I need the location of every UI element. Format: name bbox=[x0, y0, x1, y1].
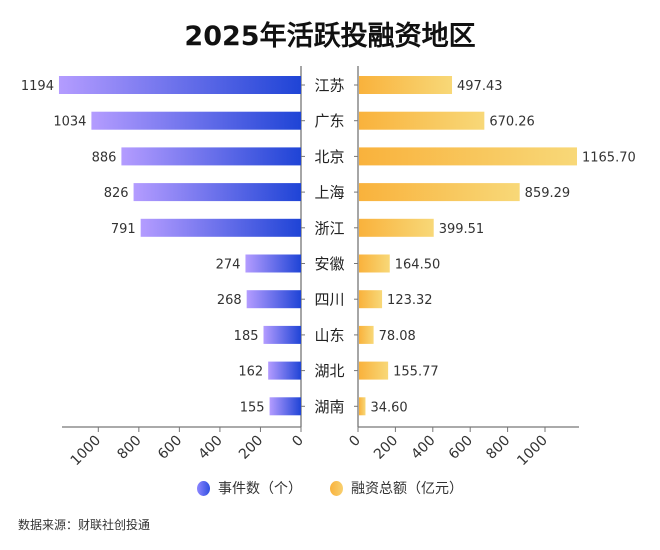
category-label: 浙江 bbox=[314, 219, 344, 237]
left-tick-label: 400 bbox=[196, 433, 226, 463]
category-label: 北京 bbox=[314, 148, 344, 166]
data-label-amount: 1165.70 bbox=[582, 150, 636, 165]
category-label: 江苏 bbox=[314, 77, 344, 95]
data-label-events: 826 bbox=[104, 186, 129, 201]
category-label: 湖北 bbox=[314, 362, 344, 380]
left-tick-label: 0 bbox=[289, 433, 307, 451]
legend-label-events: 事件数（个） bbox=[218, 481, 302, 497]
category-label: 上海 bbox=[314, 184, 344, 202]
data-label-amount: 78.08 bbox=[379, 329, 416, 344]
right-tick-label: 200 bbox=[371, 433, 401, 463]
legend-dot-amount-icon bbox=[330, 480, 343, 496]
data-label-events: 268 bbox=[217, 293, 242, 308]
bar-amount-4[interactable] bbox=[359, 218, 434, 237]
bar-amount-5[interactable] bbox=[359, 254, 390, 273]
data-label-events: 886 bbox=[92, 150, 117, 165]
bar-events-7[interactable] bbox=[263, 325, 301, 344]
right-tick-label: 600 bbox=[446, 433, 476, 463]
data-label-amount: 164.50 bbox=[395, 258, 441, 273]
chart-title: 2025年活跃投融资地区 bbox=[184, 21, 476, 52]
legend-label-amount: 融资总额（亿元） bbox=[351, 481, 463, 497]
data-label-events: 185 bbox=[234, 329, 259, 344]
data-label-amount: 34.60 bbox=[370, 400, 407, 415]
butterfly-chart: 江苏 1194 497.43 广东 1034 670.26 北京 886 1165.70 上海 82… bbox=[21, 66, 636, 470]
left-tick-label: 800 bbox=[114, 433, 144, 463]
legend-dot-events-icon bbox=[197, 480, 210, 496]
bar-events-5[interactable] bbox=[245, 254, 301, 273]
data-label-events: 1034 bbox=[53, 115, 86, 130]
left-tick-label: 200 bbox=[236, 433, 266, 463]
right-tick-label: 800 bbox=[483, 433, 513, 463]
bar-amount-2[interactable] bbox=[359, 147, 577, 166]
bar-amount-1[interactable] bbox=[359, 111, 485, 130]
bar-amount-8[interactable] bbox=[359, 361, 389, 380]
data-label-events: 791 bbox=[111, 222, 136, 237]
bar-amount-9[interactable] bbox=[359, 397, 366, 416]
category-label: 安徽 bbox=[314, 255, 344, 273]
data-label-events: 162 bbox=[238, 365, 263, 380]
data-label-amount: 670.26 bbox=[489, 115, 535, 130]
legend-item-events[interactable]: 事件数（个） bbox=[197, 478, 302, 498]
bar-events-3[interactable] bbox=[133, 183, 301, 202]
data-label-events: 1194 bbox=[21, 79, 54, 94]
bar-events-2[interactable] bbox=[121, 147, 301, 166]
bar-amount-7[interactable] bbox=[359, 325, 374, 344]
data-label-amount: 155.77 bbox=[393, 365, 439, 380]
bar-events-1[interactable] bbox=[91, 111, 301, 130]
bar-amount-0[interactable] bbox=[359, 76, 453, 94]
bar-events-6[interactable] bbox=[246, 290, 301, 309]
bar-events-0[interactable] bbox=[58, 76, 302, 94]
right-tick-label: 400 bbox=[408, 433, 438, 463]
left-tick-label: 1000 bbox=[68, 433, 105, 470]
bar-events-9[interactable] bbox=[269, 397, 301, 416]
legend: 事件数（个） 融资总额（亿元） bbox=[0, 478, 660, 498]
left-tick-label: 600 bbox=[155, 433, 185, 463]
category-label: 广东 bbox=[314, 112, 344, 130]
data-label-events: 274 bbox=[216, 258, 241, 273]
bar-events-8[interactable] bbox=[268, 361, 301, 380]
legend-item-amount[interactable]: 融资总额（亿元） bbox=[330, 478, 463, 498]
data-label-amount: 399.51 bbox=[439, 222, 485, 237]
category-label: 山东 bbox=[314, 326, 344, 344]
right-tick-label: 1000 bbox=[514, 433, 551, 470]
data-source: 数据来源：财联社创投通 bbox=[18, 518, 151, 532]
bar-amount-3[interactable] bbox=[359, 183, 520, 202]
bar-amount-6[interactable] bbox=[359, 290, 383, 309]
category-label: 四川 bbox=[314, 291, 344, 309]
data-label-amount: 123.32 bbox=[387, 293, 433, 308]
category-label: 湖南 bbox=[314, 398, 344, 416]
data-label-amount: 497.43 bbox=[457, 79, 503, 94]
bar-events-4[interactable] bbox=[140, 218, 301, 237]
right-tick-label: 0 bbox=[346, 433, 364, 451]
data-label-amount: 859.29 bbox=[525, 186, 571, 201]
data-label-events: 155 bbox=[240, 400, 265, 415]
